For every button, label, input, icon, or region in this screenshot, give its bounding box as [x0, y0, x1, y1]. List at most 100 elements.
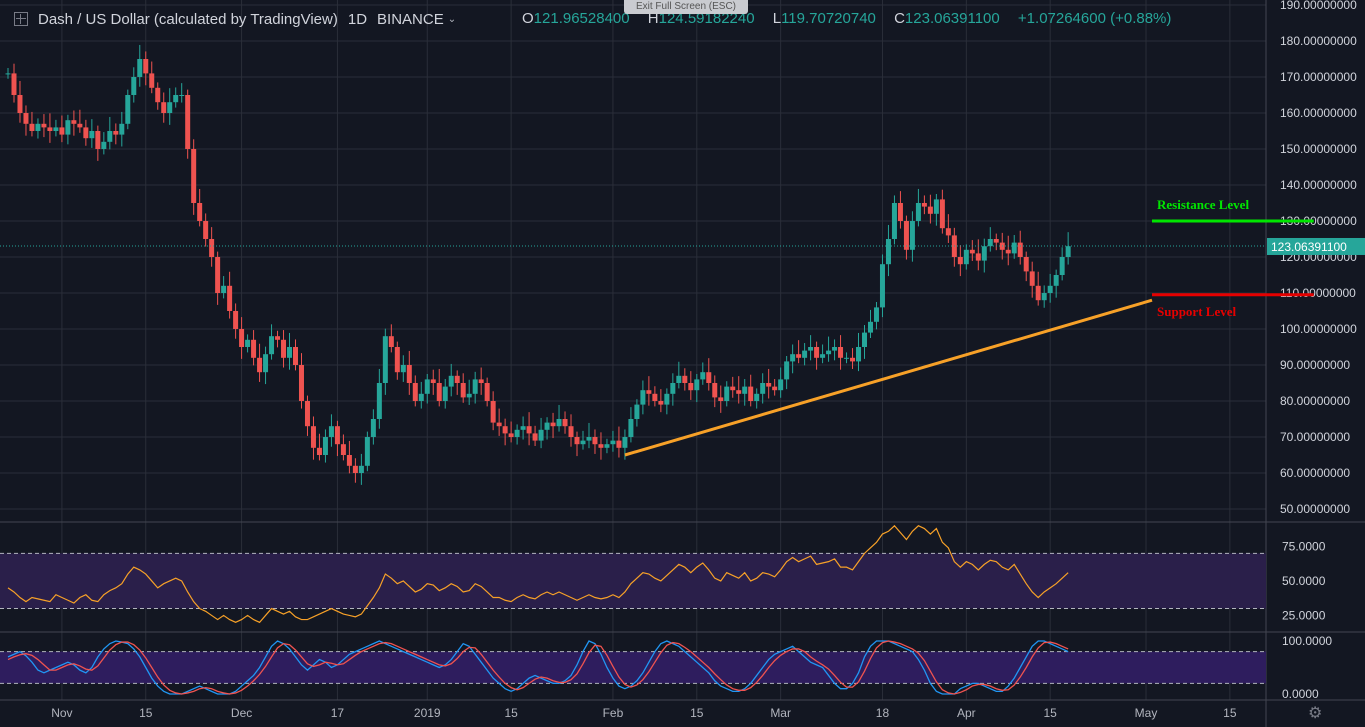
candle	[658, 401, 664, 405]
candle	[1065, 246, 1071, 257]
candle	[945, 228, 951, 236]
candle	[370, 419, 376, 437]
candle	[622, 437, 628, 448]
price-tick-label: 90.00000000	[1280, 358, 1350, 372]
open-value: 121.96528400	[533, 10, 630, 27]
price-tick-label: 140.00000000	[1280, 178, 1357, 192]
candle	[257, 357, 263, 373]
time-tick-label: May	[1135, 706, 1158, 720]
candle	[730, 386, 736, 391]
candle	[885, 239, 891, 265]
time-tick-label: 15	[139, 706, 153, 720]
candle	[269, 336, 275, 355]
candle	[844, 357, 850, 359]
candle	[772, 386, 778, 391]
time-tick-label: Dec	[231, 706, 252, 720]
candle	[610, 440, 616, 445]
candle	[790, 354, 796, 362]
candle	[538, 429, 544, 441]
candle	[328, 426, 334, 437]
candle	[125, 95, 131, 124]
candle	[694, 379, 700, 391]
price-tick-label: 60.00000000	[1280, 466, 1350, 480]
exit-fullscreen-button[interactable]: Exit Full Screen (ESC)	[624, 0, 748, 14]
candle	[981, 246, 987, 261]
candle	[101, 141, 107, 149]
price-tick-label: 110.00000000	[1280, 286, 1356, 300]
symbol-title[interactable]: Dash / US Dollar (calculated by TradingV…	[38, 10, 338, 28]
candle	[191, 149, 197, 203]
candle	[376, 383, 382, 419]
candle	[287, 347, 293, 358]
candle	[796, 354, 802, 358]
price-tick-label: 170.00000000	[1280, 70, 1357, 84]
candle	[227, 285, 233, 311]
time-tick-label: 15	[504, 706, 518, 720]
candle	[496, 422, 502, 427]
candle	[17, 95, 23, 113]
candle	[670, 383, 676, 394]
candle	[29, 123, 35, 131]
candle	[640, 390, 646, 405]
candle	[706, 372, 712, 383]
candle	[820, 354, 826, 358]
candle	[340, 444, 346, 455]
ascending-trendline	[624, 298, 1153, 457]
price-tick-label: 50.00000000	[1280, 502, 1350, 516]
candle	[766, 383, 772, 387]
candle	[197, 203, 203, 221]
candle	[778, 379, 784, 391]
rsi-tick-label: 75.0000	[1282, 539, 1326, 553]
high-value: 124.59182240	[658, 10, 755, 27]
candle	[454, 375, 460, 383]
candle	[826, 350, 832, 355]
candle	[490, 401, 496, 423]
candle	[388, 336, 394, 347]
candle	[185, 95, 191, 149]
candle	[95, 131, 101, 149]
candle	[41, 123, 47, 128]
price-tick-label: 160.00000000	[1280, 106, 1357, 120]
candle	[418, 393, 424, 401]
interval-label[interactable]: 1D	[347, 10, 368, 28]
candle	[412, 383, 418, 401]
candle	[676, 375, 682, 383]
candle	[149, 73, 155, 88]
candle	[802, 350, 808, 358]
candle	[742, 386, 748, 394]
candle	[107, 131, 113, 142]
candle	[586, 437, 592, 441]
candle	[47, 127, 53, 131]
candle	[700, 372, 706, 380]
candle	[448, 375, 454, 387]
candle	[77, 123, 83, 128]
candle	[382, 336, 388, 383]
rsi-tick-label: 25.0000	[1282, 608, 1326, 622]
candle	[1047, 285, 1053, 293]
candle	[634, 404, 640, 419]
chevron-down-icon[interactable]: ⌄	[447, 13, 457, 25]
last-price-label: 123.06391100	[1271, 240, 1347, 254]
candle	[1059, 257, 1065, 275]
candle	[718, 397, 724, 401]
candle	[814, 347, 820, 358]
candle	[5, 73, 11, 75]
candle	[748, 386, 754, 401]
candle	[53, 127, 59, 131]
candle	[281, 339, 287, 358]
candle	[562, 419, 568, 427]
candle	[179, 95, 185, 96]
high-label: H	[647, 10, 659, 27]
exchange-label[interactable]: BINANCE	[377, 10, 444, 28]
candle	[245, 339, 251, 347]
candle	[137, 59, 143, 77]
candle	[155, 87, 161, 103]
candle	[251, 339, 257, 358]
candle	[71, 120, 77, 124]
expand-icon[interactable]	[14, 12, 28, 26]
price-tick-label: 100.00000000	[1280, 322, 1357, 336]
candle	[879, 264, 885, 308]
gear-icon[interactable]: ⚙	[1308, 705, 1323, 722]
candle	[975, 253, 981, 261]
